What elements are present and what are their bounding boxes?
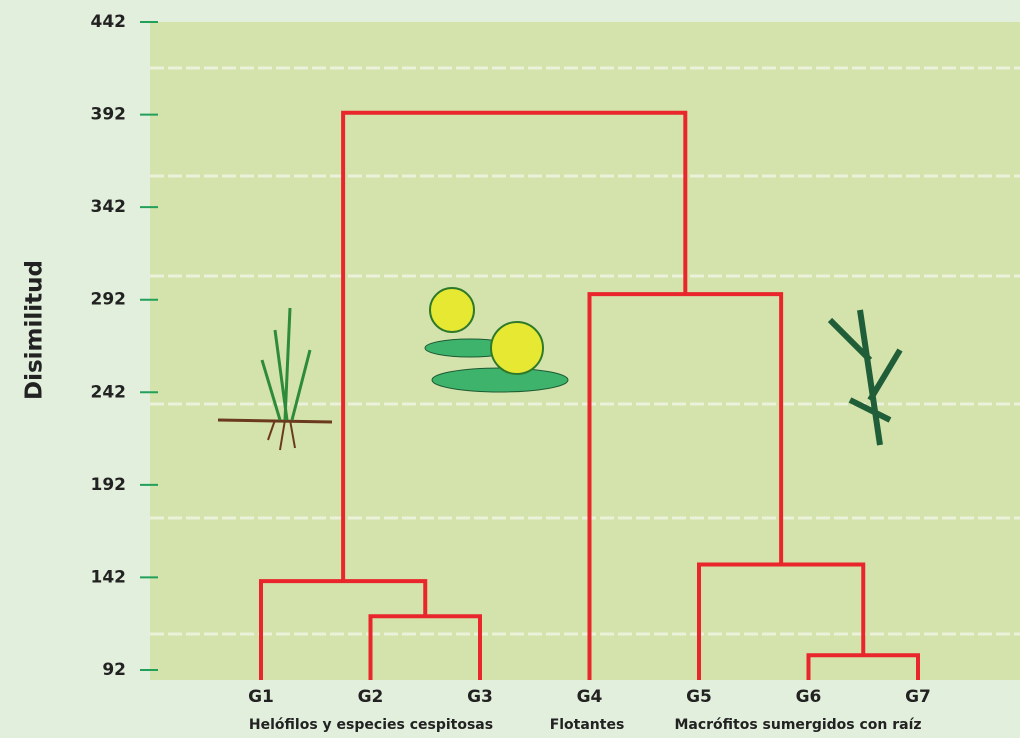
leaf-label: G3 bbox=[467, 687, 493, 707]
y-tick-label: 142 bbox=[91, 567, 127, 587]
leaf-label: G1 bbox=[248, 687, 274, 707]
leaf-label: G5 bbox=[686, 687, 712, 707]
y-tick-label: 192 bbox=[91, 475, 127, 495]
leaf-label: G6 bbox=[796, 687, 822, 707]
y-tick-label: 242 bbox=[91, 382, 127, 402]
y-tick-label: 92 bbox=[102, 660, 126, 680]
y-tick-label: 392 bbox=[91, 105, 127, 125]
y-axis-label: Disimilitud bbox=[22, 260, 48, 400]
group-label: Helófilos y especies cespitosas bbox=[249, 717, 493, 733]
y-tick-label: 292 bbox=[91, 290, 127, 310]
group-label: Flotantes bbox=[550, 717, 625, 733]
chart: Disimilitud 92 142 192 242 292 342 392 442 G1 G2 G… bbox=[0, 0, 1020, 738]
leaf-label: G7 bbox=[905, 687, 931, 707]
group-label: Macrófitos sumergidos con raíz bbox=[674, 717, 921, 733]
leaf-label: G2 bbox=[358, 687, 384, 707]
y-tick-label: 442 bbox=[91, 12, 127, 32]
leaf-label: G4 bbox=[577, 687, 603, 707]
y-tick-label: 342 bbox=[91, 197, 127, 217]
